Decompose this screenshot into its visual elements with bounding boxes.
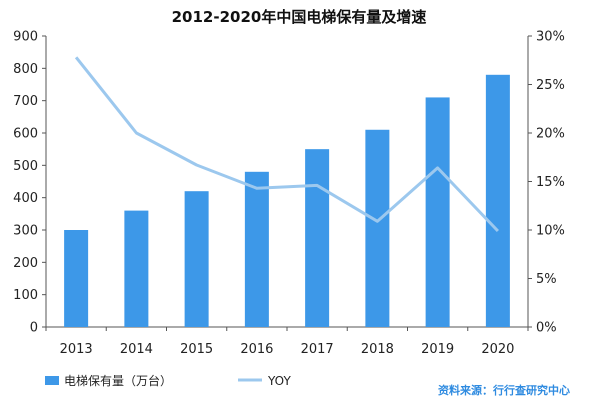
x-tick-label: 2014	[120, 342, 153, 357]
bars	[64, 74, 510, 327]
x-tick-label: 2020	[481, 342, 514, 357]
bar-2019	[425, 97, 450, 327]
right-tick-label: 25%	[536, 78, 565, 93]
yoy-line-layer	[74, 56, 499, 233]
x-tick-label: 2015	[180, 342, 213, 357]
yoy-line	[74, 56, 499, 233]
x-tick-label: 2019	[421, 342, 454, 357]
x-tick-label: 2018	[361, 342, 394, 357]
left-tick-label: 300	[13, 224, 38, 239]
axes	[42, 35, 532, 331]
bar-2016	[244, 171, 269, 327]
left-tick-label: 900	[13, 30, 38, 45]
left-tick-label: 500	[13, 159, 38, 174]
legend-bar-swatch	[45, 376, 59, 385]
bar-2014	[124, 210, 149, 327]
left-tick-label: 800	[13, 62, 38, 77]
bar-2018	[365, 129, 390, 327]
left-tick-label: 200	[13, 256, 38, 271]
left-tick-label: 600	[13, 127, 38, 142]
bar-2013	[64, 230, 89, 327]
bar-2017	[305, 149, 330, 327]
left-tick-label: 700	[13, 94, 38, 109]
legend-bar-label: 电梯保有量（万台）	[64, 373, 172, 388]
left-tick-label: 100	[13, 288, 38, 303]
chart-title: 2012-2020年中国电梯保有量及增速	[172, 8, 427, 26]
watermark: 知乎 @千智的小点点	[440, 364, 580, 382]
bar-2020	[485, 74, 510, 327]
right-tick-label: 10%	[536, 224, 565, 239]
left-tick-label: 0	[30, 321, 38, 336]
left-tick-label: 400	[13, 191, 38, 206]
right-tick-label: 0%	[536, 321, 557, 336]
x-tick-label: 2016	[240, 342, 273, 357]
legend-line-label: YOY	[267, 374, 291, 388]
right-tick-label: 30%	[536, 30, 565, 45]
right-tick-label: 20%	[536, 127, 565, 142]
right-tick-label: 15%	[536, 175, 565, 190]
right-tick-label: 5%	[536, 272, 557, 287]
source-note: 资料来源：行行查研究中心	[438, 383, 570, 397]
x-tick-label: 2017	[301, 342, 334, 357]
x-tick-label: 2013	[60, 342, 93, 357]
legend: 电梯保有量（万台） YOY	[45, 373, 291, 388]
bar-2015	[184, 191, 209, 327]
tick-labels: 0 100 200 300 400 500 600 700 800 900 0% 5% 10% 15% 20…	[13, 30, 565, 358]
